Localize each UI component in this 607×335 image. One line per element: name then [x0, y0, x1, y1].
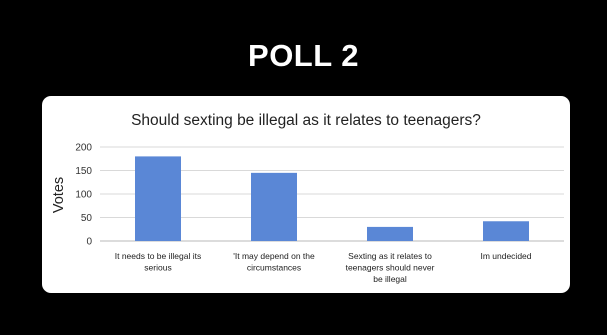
x-tick-label-line: be illegal	[373, 274, 407, 284]
x-tick-label-line: teenagers should never	[346, 263, 435, 273]
bar	[135, 156, 181, 241]
slide-title: POLL 2	[248, 38, 359, 73]
x-tick-label-line: 'It may depend on the	[233, 251, 315, 261]
chart-title: Should sexting be illegal as it relates …	[131, 112, 481, 129]
y-axis-label: Votes	[51, 177, 67, 213]
y-tick-label: 100	[75, 190, 92, 201]
x-tick-label-line: serious	[144, 263, 171, 273]
x-tick-label-line: It needs to be illegal its	[115, 251, 201, 261]
x-tick-label: Sexting as it relates to teenagers should…	[346, 251, 435, 284]
y-tick-label: 0	[86, 237, 92, 248]
x-tick-label: 'It may depend on the circumstances	[233, 251, 315, 273]
bar	[367, 226, 413, 241]
x-tick-label-line: Sexting as it relates to	[348, 251, 432, 261]
bar-chart: Should sexting be illegal as it relates …	[51, 112, 564, 284]
x-tick-label-line: Im undecided	[480, 251, 531, 261]
x-tick-label: It needs to be illegal its serious	[115, 251, 201, 273]
y-tick-label: 50	[81, 213, 93, 224]
y-tick-label: 150	[75, 166, 92, 177]
bar	[251, 172, 297, 241]
x-tick-label-line: circumstances	[247, 263, 301, 273]
chart-card: Should sexting be illegal as it relates …	[42, 96, 570, 293]
bar	[483, 221, 529, 241]
y-tick-label: 200	[75, 143, 92, 154]
x-tick-label: Im undecided	[480, 251, 531, 261]
